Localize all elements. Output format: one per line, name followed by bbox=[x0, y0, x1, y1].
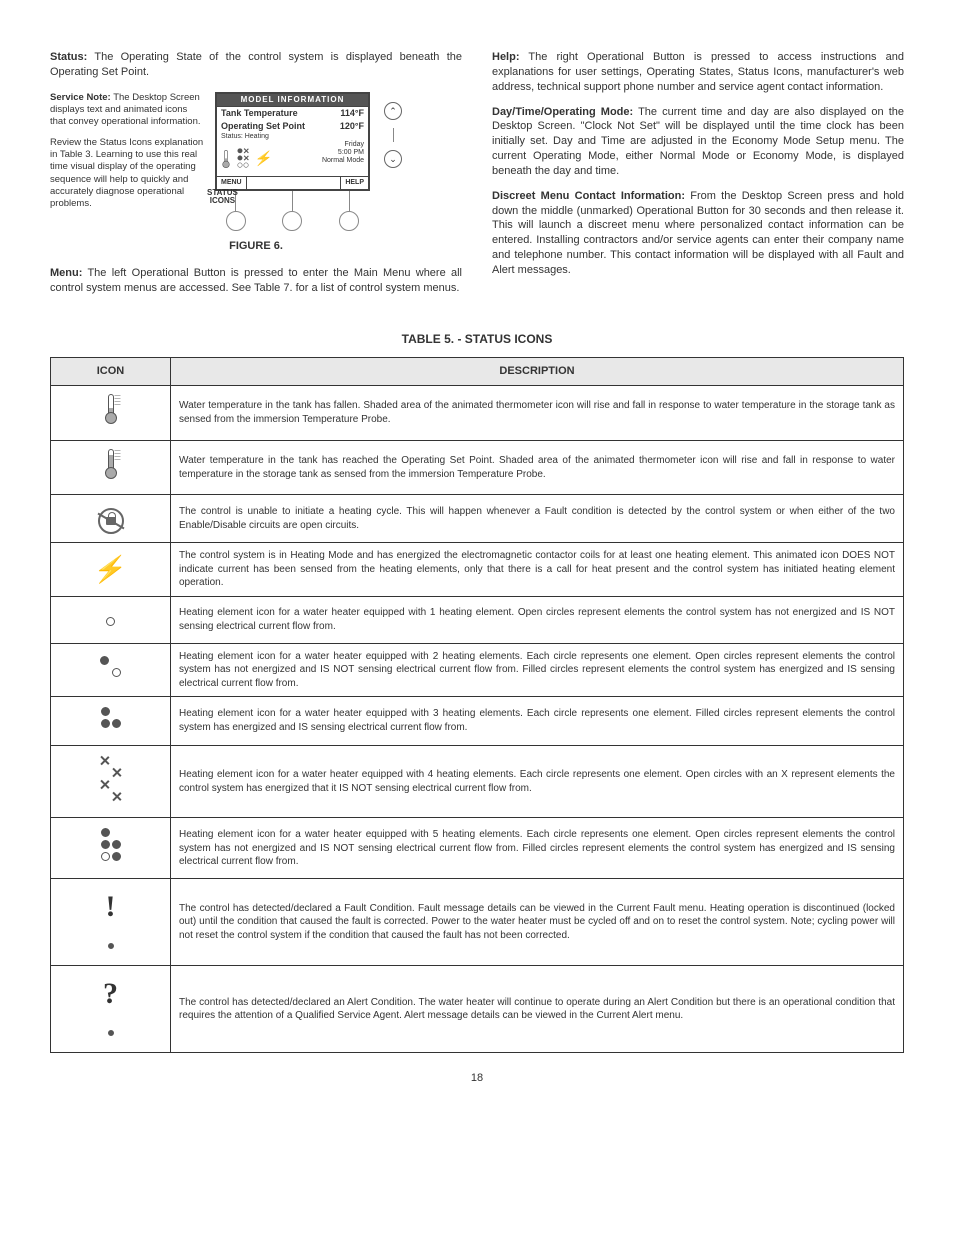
knob-mid bbox=[282, 211, 302, 231]
thermometer-high-icon: ———— bbox=[51, 440, 171, 495]
desc-text: The control system is in Heating Mode an… bbox=[171, 543, 904, 597]
arrow-buttons: ⌃ ⌄ bbox=[384, 92, 402, 168]
thermometer-low-icon: ———— bbox=[51, 385, 171, 440]
desc-text: Heating element icon for a water heater … bbox=[171, 596, 904, 643]
th-desc: DESCRIPTION bbox=[171, 358, 904, 386]
help-label: Help: bbox=[492, 51, 520, 63]
table-row: Heating element icon for a water heater … bbox=[51, 818, 904, 879]
status-text: The Operating State of the control syste… bbox=[50, 51, 462, 78]
desc-text: Heating element icon for a water heater … bbox=[171, 818, 904, 879]
figure-block: Service Note: The Desktop Screen display… bbox=[50, 92, 462, 232]
lcd-stack: MODEL INFORMATION Tank Temperature114°F … bbox=[215, 92, 370, 232]
lcd-menu: MENU bbox=[217, 177, 246, 188]
down-arrow-icon: ⌄ bbox=[384, 150, 402, 168]
service-note-p2: Review the Status Icons explanation in T… bbox=[50, 137, 205, 211]
heating-bolt-icon: ⚡ bbox=[51, 543, 171, 597]
table-row: Heating element icon for a water heater … bbox=[51, 643, 904, 697]
bolt-icon: ⚡ bbox=[253, 149, 274, 168]
table-row: ⚡ The control system is in Heating Mode … bbox=[51, 543, 904, 597]
desc-text: Heating element icon for a water heater … bbox=[171, 745, 904, 818]
desc-text: Water temperature in the tank has reache… bbox=[171, 440, 904, 495]
lcd-header: MODEL INFORMATION bbox=[217, 94, 368, 108]
service-note-label: Service Note: bbox=[50, 92, 111, 103]
page-number: 18 bbox=[50, 1071, 904, 1086]
lcd-icons: ⚡ bbox=[217, 141, 318, 176]
table-title: TABLE 5. - STATUS ICONS bbox=[50, 331, 904, 347]
desc-text: The control has detected/declared a Faul… bbox=[171, 879, 904, 966]
status-paragraph: Status: The Operating State of the contr… bbox=[50, 50, 462, 80]
help-text: The right Operational Button is pressed … bbox=[492, 51, 904, 93]
right-column: Help: The right Operational Button is pr… bbox=[492, 50, 904, 306]
thermometer-icon bbox=[222, 150, 230, 168]
alert-icon: ? bbox=[51, 966, 171, 1053]
lcd-daytime: Friday 5:00 PM Normal Mode bbox=[318, 141, 368, 164]
lockout-icon bbox=[51, 495, 171, 543]
table-row: Heating element icon for a water heater … bbox=[51, 697, 904, 746]
leader-lines bbox=[215, 191, 370, 211]
lcd-bottom: MENU HELP bbox=[217, 176, 368, 188]
discreet-paragraph: Discreet Menu Contact Information: From … bbox=[492, 189, 904, 278]
element-3-icon bbox=[51, 697, 171, 746]
figure-caption: FIGURE 6. bbox=[50, 239, 462, 254]
lcd-status: Status: Heating bbox=[217, 132, 368, 141]
table-row: ———— Water temperature in the tank has f… bbox=[51, 385, 904, 440]
status-icons-table: ICON DESCRIPTION ———— Water temperature … bbox=[50, 357, 904, 1053]
lcd-row-2: Operating Set Point120°F bbox=[217, 120, 368, 132]
desc-text: The control is unable to initiate a heat… bbox=[171, 495, 904, 543]
element-4-icon bbox=[51, 745, 171, 818]
fault-icon: ! bbox=[51, 879, 171, 966]
table-row: ! The control has detected/declared a Fa… bbox=[51, 879, 904, 966]
table-row: ———— Water temperature in the tank has r… bbox=[51, 440, 904, 495]
discreet-text: From the Desktop Screen press and hold d… bbox=[492, 190, 904, 276]
element-2-icon bbox=[51, 643, 171, 697]
lcd-row-1: Tank Temperature114°F bbox=[217, 107, 368, 119]
menu-text: The left Operational Button is pressed t… bbox=[50, 267, 462, 294]
lcd-screen: MODEL INFORMATION Tank Temperature114°F … bbox=[215, 92, 370, 191]
table-header-row: ICON DESCRIPTION bbox=[51, 358, 904, 386]
status-icons-label: STATUS ICONS bbox=[207, 189, 238, 206]
elements-icon bbox=[237, 148, 249, 169]
menu-label: Menu: bbox=[50, 267, 82, 279]
table-row: The control is unable to initiate a heat… bbox=[51, 495, 904, 543]
left-column: Status: The Operating State of the contr… bbox=[50, 50, 462, 306]
up-arrow-icon: ⌃ bbox=[384, 102, 402, 120]
knob-right bbox=[339, 211, 359, 231]
desc-text: Heating element icon for a water heater … bbox=[171, 643, 904, 697]
table-row: Heating element icon for a water heater … bbox=[51, 745, 904, 818]
lcd-help: HELP bbox=[341, 177, 368, 188]
discreet-label: Discreet Menu Contact Information: bbox=[492, 190, 685, 202]
knobs bbox=[215, 211, 370, 231]
daytime-paragraph: Day/Time/Operating Mode: The current tim… bbox=[492, 105, 904, 179]
two-column-layout: Status: The Operating State of the contr… bbox=[50, 50, 904, 306]
help-paragraph: Help: The right Operational Button is pr… bbox=[492, 50, 904, 95]
desc-text: Water temperature in the tank has fallen… bbox=[171, 385, 904, 440]
element-1-icon bbox=[51, 596, 171, 643]
status-label: Status: bbox=[50, 51, 87, 63]
menu-paragraph: Menu: The left Operational Button is pre… bbox=[50, 266, 462, 296]
element-5-icon bbox=[51, 818, 171, 879]
desc-text: Heating element icon for a water heater … bbox=[171, 697, 904, 746]
th-icon: ICON bbox=[51, 358, 171, 386]
desc-text: The control has detected/declared an Ale… bbox=[171, 966, 904, 1053]
table-row: ? The control has detected/declared an A… bbox=[51, 966, 904, 1053]
knob-left bbox=[226, 211, 246, 231]
service-note: Service Note: The Desktop Screen display… bbox=[50, 92, 205, 219]
table-row: Heating element icon for a water heater … bbox=[51, 596, 904, 643]
daytime-label: Day/Time/Operating Mode: bbox=[492, 106, 633, 118]
